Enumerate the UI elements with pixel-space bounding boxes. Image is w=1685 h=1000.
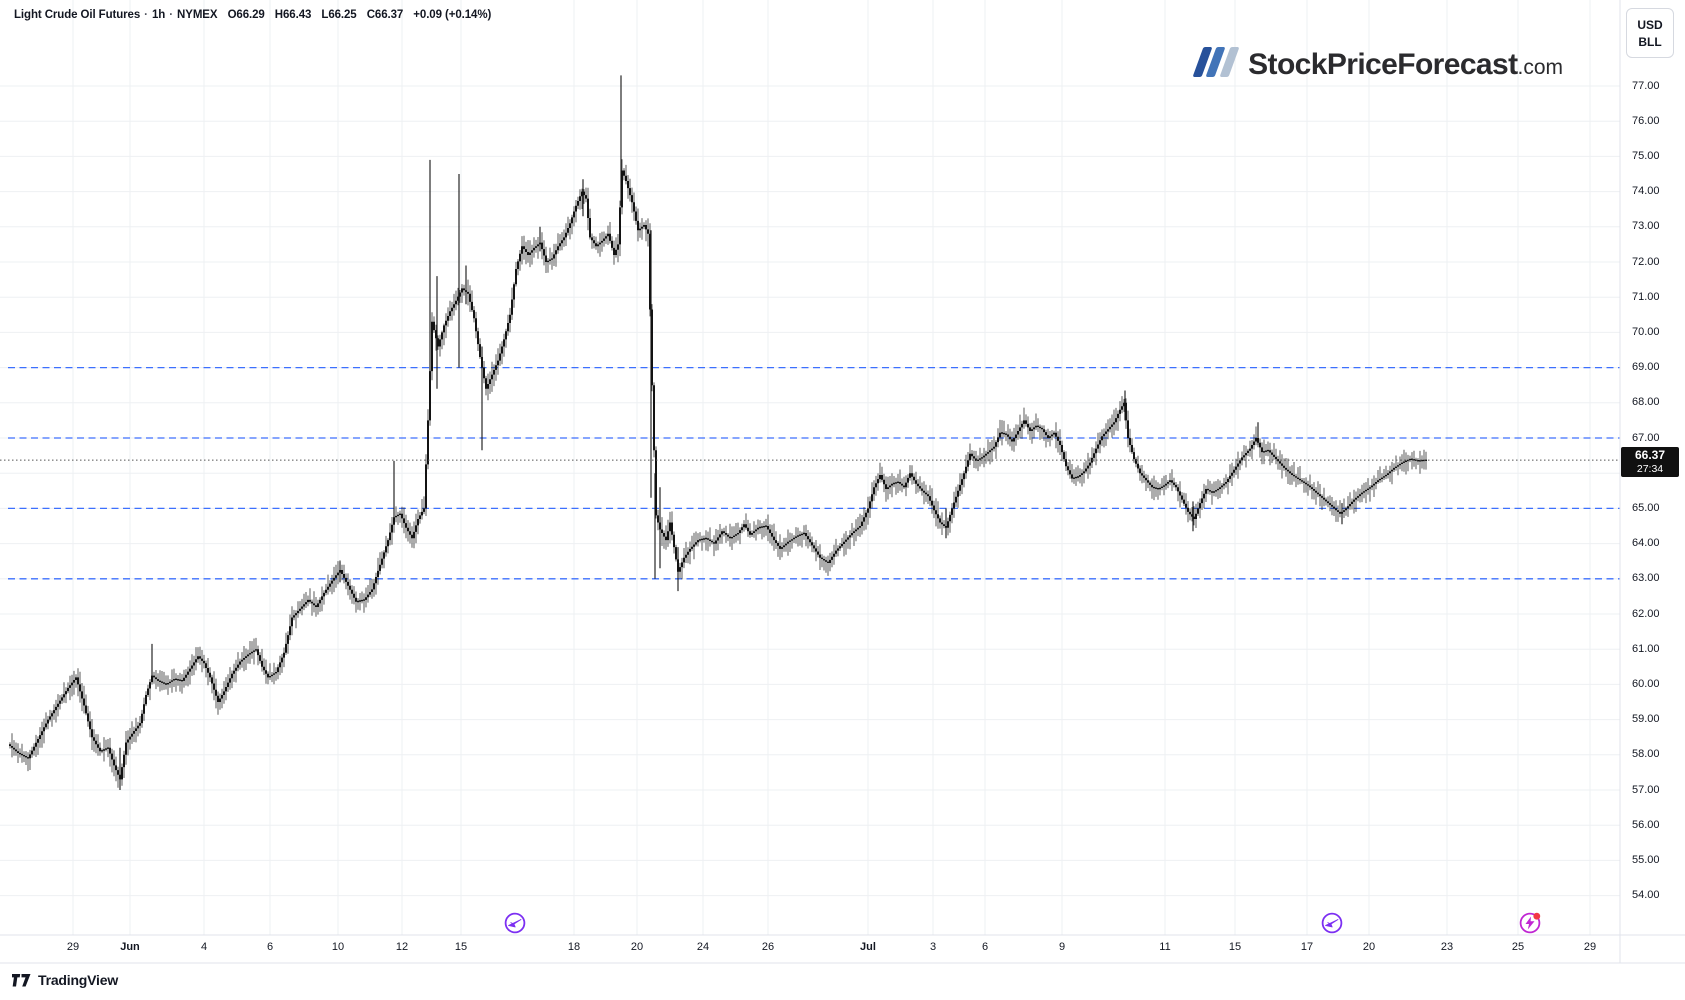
price-axis-label: 76.00 (1632, 114, 1660, 127)
price-axis-label: 74.00 (1632, 185, 1660, 198)
holiday-plane-icon[interactable] (1320, 911, 1344, 935)
price-axis-label: 60.00 (1632, 677, 1660, 690)
time-axis-label: 23 (1440, 941, 1454, 953)
price-axis-label: 73.00 (1632, 220, 1660, 233)
logo-suffix: .com (1517, 56, 1563, 79)
time-axis-label: 10 (331, 941, 345, 953)
time-axis-label: 3 (929, 941, 937, 953)
price-axis-label: 55.00 (1632, 853, 1660, 866)
logo-slashes-icon (1192, 47, 1240, 77)
price-axis-label: 72.00 (1632, 255, 1660, 268)
change-value: +0.09 (+0.14%) (413, 9, 492, 21)
tradingview-logo[interactable]: TradingView (12, 972, 118, 988)
symbol-title[interactable]: Light Crude Oil Futures (14, 9, 141, 21)
price-axis-label: 75.00 (1632, 149, 1660, 162)
bar-countdown: 27:34 (1636, 463, 1664, 476)
price-axis-label: 54.00 (1632, 889, 1660, 902)
time-axis-label: 18 (567, 941, 581, 953)
time-axis-label: 25 (1511, 941, 1525, 953)
exchange-label: NYMEX (177, 9, 218, 21)
price-axis-label: 70.00 (1632, 325, 1660, 338)
stockpriceforecast-logo: StockPriceForecast .com (1192, 44, 1563, 82)
close-value: C66.37 (366, 9, 404, 21)
time-axis-label: 11 (1159, 941, 1171, 953)
price-axis-label: 65.00 (1632, 501, 1660, 514)
price-axis-label: 68.00 (1632, 396, 1660, 409)
price-axis-label: 77.00 (1632, 79, 1660, 92)
price-axis-label: 59.00 (1632, 713, 1660, 726)
time-axis-label: 6 (981, 941, 989, 953)
time-axis-label: 29 (66, 941, 80, 953)
price-axis-label: 61.00 (1632, 642, 1660, 655)
currency-label[interactable]: USD (1637, 17, 1663, 32)
time-axis-label: 15 (454, 941, 468, 953)
time-axis-label: 12 (395, 941, 409, 953)
last-price-value: 66.37 (1634, 448, 1666, 463)
price-axis-label: 63.00 (1632, 572, 1660, 585)
price-axis-label: 62.00 (1632, 607, 1660, 620)
low-value: L66.25 (321, 9, 357, 21)
time-axis-label: Jun (120, 941, 140, 953)
time-axis[interactable]: 29 Jun 4 6 10 12 15 18 20 24 26 Jul 3 6 9 11 15 17 20 23 25 2… (0, 935, 1620, 963)
time-axis-label: 9 (1058, 941, 1066, 953)
time-axis-label: 15 (1228, 941, 1242, 953)
price-axis-label: 69.00 (1632, 361, 1660, 374)
interval-label[interactable]: 1h (151, 9, 166, 21)
tradingview-icon (12, 973, 31, 986)
time-axis-label: 17 (1300, 941, 1314, 953)
price-axis-label: 57.00 (1632, 783, 1660, 796)
last-price-badge: 66.37 27:34 (1621, 447, 1679, 478)
tradingview-label: TradingView (38, 972, 119, 988)
time-axis-label: 24 (696, 941, 710, 953)
time-axis-label: 29 (1583, 941, 1597, 953)
price-axis-label: 58.00 (1632, 748, 1660, 761)
price-axis[interactable]: 77.00 76.00 75.00 74.00 73.00 72.00 71.00 70.00… (1620, 0, 1685, 963)
high-value: H66.43 (274, 9, 312, 21)
time-axis-label: 26 (761, 941, 775, 953)
time-axis-label: 20 (630, 941, 644, 953)
holiday-plane-icon[interactable] (503, 911, 527, 935)
time-axis-label: 20 (1362, 941, 1376, 953)
price-axis-label: 67.00 (1632, 431, 1660, 444)
key-events-icon[interactable] (1518, 911, 1542, 935)
open-value: O66.29 (227, 9, 265, 21)
time-axis-label: 6 (266, 941, 274, 953)
price-axis-label: 64.00 (1632, 537, 1660, 550)
time-axis-label: 4 (200, 941, 208, 953)
price-axis-label: 56.00 (1632, 818, 1660, 831)
symbol-legend: Light Crude Oil Futures · 1h · NYMEX O66.2… (14, 9, 498, 21)
unit-currency-toggle[interactable]: USD BLL (1626, 8, 1674, 58)
logo-text: StockPriceForecast (1248, 48, 1518, 81)
legend-separator: · (169, 9, 173, 21)
legend-separator: · (144, 9, 148, 21)
time-axis-label: Jul (860, 941, 876, 953)
unit-label[interactable]: BLL (1638, 34, 1662, 49)
price-axis-label: 71.00 (1632, 290, 1660, 303)
